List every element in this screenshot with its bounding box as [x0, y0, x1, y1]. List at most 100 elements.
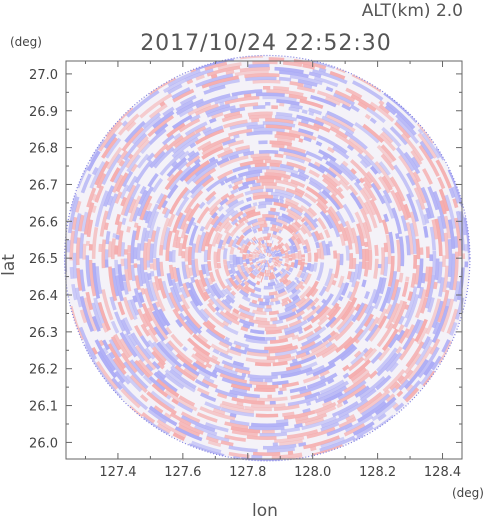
- echo-segment: [302, 63, 316, 70]
- echo-segment: [215, 297, 232, 313]
- echo-segment: [245, 258, 250, 265]
- radar-range-ring: [63, 54, 471, 462]
- echo-segment: [125, 120, 137, 132]
- echo-segment: [226, 260, 232, 269]
- echo-segment: [224, 434, 246, 442]
- echo-segment: [268, 344, 299, 354]
- echo-segment: [184, 246, 189, 262]
- echo-segment: [169, 412, 192, 427]
- echo-segment: [292, 244, 298, 253]
- echo-segment: [312, 362, 336, 377]
- echo-segment: [377, 176, 391, 194]
- echo-segment: [147, 328, 159, 344]
- echo-segment: [280, 263, 285, 267]
- echo-segment: [278, 147, 307, 158]
- echo-segment: [180, 223, 189, 239]
- echo-segment: [246, 218, 258, 226]
- echo-segment: [357, 317, 376, 341]
- echo-segment: [183, 160, 210, 183]
- echo-segment: [337, 380, 367, 401]
- echo-segment: [301, 109, 308, 115]
- echo-segment: [245, 76, 277, 82]
- echo-segment: [103, 222, 109, 231]
- echo-segment: [174, 364, 196, 382]
- echo-segment: [233, 179, 244, 187]
- echo-segment: [201, 176, 215, 188]
- echo-segment: [229, 389, 260, 399]
- echo-segment: [326, 208, 342, 233]
- y-tick-label: 26.0: [29, 436, 58, 451]
- echo-segment: [268, 210, 281, 216]
- echo-segment: [185, 216, 196, 235]
- echo-segment: [127, 153, 134, 160]
- echo-segment: [232, 308, 240, 315]
- echo-segment: [303, 220, 310, 227]
- echo-segment: [230, 218, 239, 226]
- echo-segment: [80, 211, 89, 232]
- echo-segment: [378, 99, 385, 106]
- echo-segment: [381, 126, 402, 148]
- echo-segment: [241, 295, 251, 303]
- echo-segment: [255, 253, 260, 258]
- echo-segment: [303, 324, 313, 332]
- echo-segment: [380, 144, 397, 162]
- echo-segment: [232, 221, 246, 234]
- echo-segment: [246, 240, 252, 247]
- echo-segment: [217, 205, 224, 212]
- echo-segment: [269, 272, 275, 277]
- echo-segment: [239, 248, 245, 254]
- echo-segment: [356, 223, 366, 247]
- echo-segment: [214, 306, 220, 312]
- echo-segment: [398, 315, 405, 325]
- echo-segment: [231, 429, 258, 437]
- echo-segment: [390, 189, 403, 212]
- echo-segment: [142, 313, 158, 336]
- echo-segment: [293, 220, 302, 229]
- echo-segment: [219, 101, 225, 107]
- echo-segment: [319, 369, 330, 378]
- echo-segment: [126, 226, 131, 233]
- echo-segment: [371, 400, 397, 422]
- echo-segment: [233, 340, 250, 349]
- echo-segment: [148, 375, 166, 392]
- echo-segment: [431, 219, 439, 240]
- echo-segment: [206, 195, 217, 206]
- echo-segment: [154, 322, 169, 341]
- echo-segment: [320, 436, 345, 449]
- echo-segment: [398, 272, 404, 283]
- echo-segment: [199, 406, 236, 421]
- echo-segment: [396, 239, 402, 272]
- echo-segment: [238, 318, 255, 327]
- echo-segment: [238, 238, 246, 247]
- echo-segment: [363, 347, 374, 358]
- echo-segment: [303, 192, 318, 204]
- echo-segment: [299, 261, 305, 272]
- echo-segment: [378, 161, 391, 176]
- echo-segment: [251, 259, 257, 264]
- echo-segment: [223, 364, 234, 371]
- echo-segment: [278, 229, 283, 234]
- echo-segment: [377, 347, 391, 362]
- echo-segment: [253, 264, 260, 270]
- echo-segment: [249, 377, 264, 383]
- echo-segment: [301, 278, 306, 283]
- echo-segment: [459, 210, 467, 236]
- echo-segment: [151, 350, 166, 367]
- echo-segment: [382, 189, 393, 204]
- echo-segment: [144, 230, 150, 242]
- echo-segment: [119, 184, 130, 200]
- echo-segment: [274, 134, 296, 141]
- echo-segment: [226, 348, 242, 357]
- echo-segment: [150, 390, 176, 411]
- echo-segment: [230, 188, 239, 195]
- echo-segment: [310, 231, 319, 243]
- echo-segment: [175, 196, 190, 217]
- echo-segment: [124, 120, 146, 144]
- echo-segment: [352, 80, 384, 101]
- echo-segment: [227, 139, 244, 148]
- echo-segment: [112, 233, 117, 238]
- echo-segment: [290, 179, 306, 189]
- echo-segment: [363, 154, 383, 175]
- echo-segment: [243, 396, 258, 402]
